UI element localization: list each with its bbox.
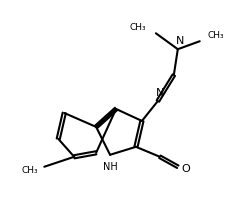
Text: N: N (176, 36, 184, 46)
Text: N: N (156, 88, 164, 98)
Text: CH₃: CH₃ (22, 166, 38, 175)
Text: NH: NH (103, 162, 117, 172)
Text: CH₃: CH₃ (208, 31, 224, 40)
Text: CH₃: CH₃ (129, 23, 146, 32)
Text: O: O (181, 164, 190, 174)
